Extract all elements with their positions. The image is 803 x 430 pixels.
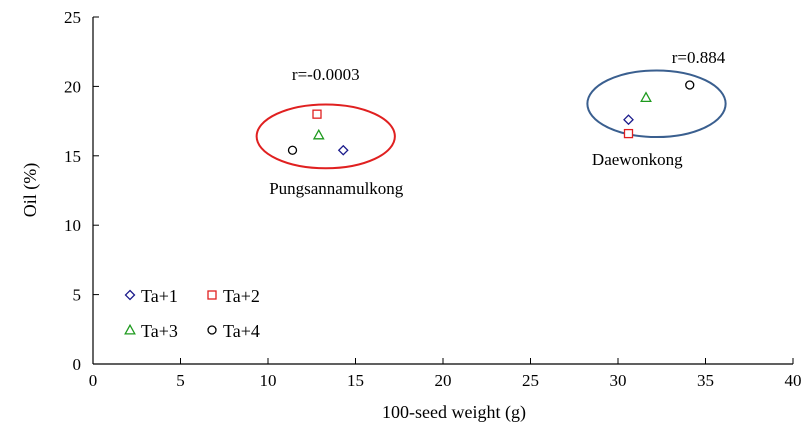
annotations: r=-0.0003 Pungsannamulkong r=0.884 Daewonko… xyxy=(269,48,726,198)
legend-marker xyxy=(124,323,136,335)
y-tick-label: 0 xyxy=(73,355,82,374)
y-tick-label: 5 xyxy=(73,286,82,305)
correlation-label: r=0.884 xyxy=(672,48,726,67)
legend-label: Ta+1 xyxy=(141,286,178,306)
axes: 0 5 10 15 20 25 30 35 40 0 5 10 15 20 25 xyxy=(64,8,802,390)
data-point-diamond xyxy=(623,114,634,126)
x-tick-label: 30 xyxy=(610,371,627,390)
data-point-circle xyxy=(287,145,298,155)
x-axis-label: 100-seed weight (g) xyxy=(382,402,526,423)
x-tick-label: 25 xyxy=(522,371,539,390)
data-point-triangle xyxy=(312,128,325,140)
group-ellipses xyxy=(255,69,727,170)
data-point-triangle xyxy=(640,91,652,102)
correlation-label: r=-0.0003 xyxy=(292,65,360,84)
data-points xyxy=(287,80,695,156)
y-tick-label: 15 xyxy=(64,147,81,166)
data-point-square xyxy=(623,128,634,139)
x-tick-label: 35 xyxy=(697,371,714,390)
legend-label: Ta+4 xyxy=(223,321,260,341)
group-label: Pungsannamulkong xyxy=(269,179,404,198)
data-point-circle xyxy=(685,80,695,90)
x-tick-label: 10 xyxy=(260,371,277,390)
y-tick-label: 20 xyxy=(64,77,81,96)
y-tick-label: 10 xyxy=(64,216,81,235)
data-point-diamond xyxy=(337,144,349,156)
y-tick-label: 25 xyxy=(64,8,81,27)
legend-label: Ta+2 xyxy=(223,286,260,306)
legend-marker xyxy=(124,289,136,301)
x-tick-label: 20 xyxy=(435,371,452,390)
y-axis-label: Oil (%) xyxy=(20,163,41,217)
legend-marker xyxy=(207,290,217,300)
x-tick-label: 40 xyxy=(785,371,802,390)
x-tick-label: 0 xyxy=(89,371,98,390)
legend-label: Ta+3 xyxy=(141,321,178,341)
group-ellipse xyxy=(255,103,396,170)
x-tick-label: 15 xyxy=(347,371,364,390)
legend: Ta+1 Ta+2 Ta+3 Ta+4 xyxy=(124,286,260,341)
x-tick-label: 5 xyxy=(176,371,185,390)
group-label: Daewonkong xyxy=(592,150,683,169)
data-point-square xyxy=(312,109,322,119)
legend-marker xyxy=(207,325,217,335)
group-ellipse xyxy=(586,69,727,139)
